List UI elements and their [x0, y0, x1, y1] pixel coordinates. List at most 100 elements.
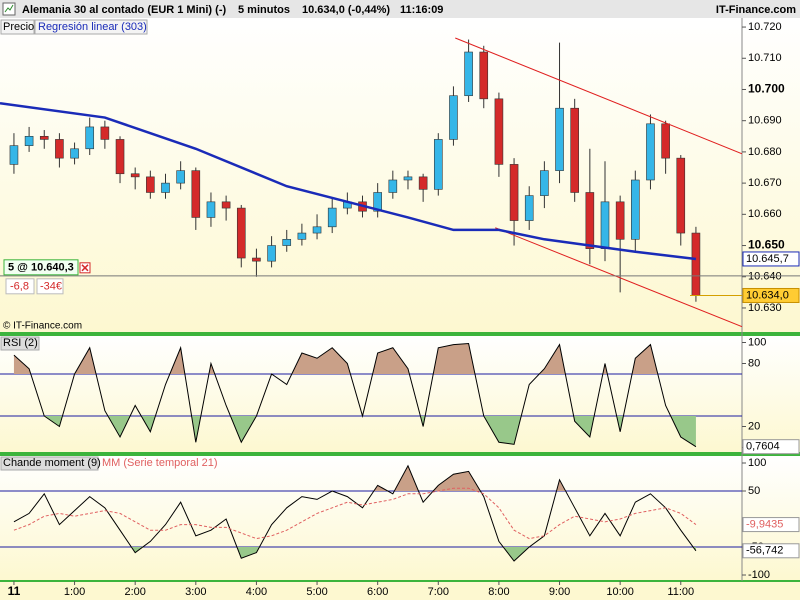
y-tick-label: 10.660 — [748, 208, 782, 220]
panel-separator — [0, 452, 800, 456]
panel-separator — [0, 332, 800, 336]
candle-body — [206, 201, 216, 218]
period: 5 minutos — [238, 4, 290, 16]
y-tick-label: 10.650 — [748, 238, 785, 252]
mm-label: MM (Serie temporal 21) — [102, 457, 218, 469]
candle-body — [540, 170, 549, 196]
pnl-money: -34€ — [40, 281, 62, 293]
x-tick-label: 11 — [8, 584, 21, 598]
candle-body — [282, 238, 292, 246]
x-tick-label: 3:00 — [185, 586, 206, 598]
candle-body — [191, 170, 201, 218]
x-tick-label: 10:00 — [606, 586, 634, 598]
candle-body — [297, 232, 307, 240]
x-tick-label: 2:00 — [124, 586, 145, 598]
candle-body — [403, 176, 413, 181]
candle-body — [100, 126, 110, 140]
candle-body — [661, 123, 670, 159]
axis-value-box — [742, 287, 800, 303]
candle-body — [85, 126, 95, 150]
quote: 10.634,0 (-0,44%) — [302, 4, 390, 16]
candle-body — [464, 51, 473, 97]
candle-body — [494, 98, 504, 165]
plot-layer: 10.720 10.710 10.700 10.690 10.680 10.670 10.6… — [0, 21, 800, 598]
y-tick-label: 10.680 — [748, 146, 782, 158]
y-tick-label: 100 — [748, 457, 766, 469]
axis-value-label: -9,9435 — [746, 518, 783, 530]
y-tick-label: 10.670 — [748, 177, 782, 189]
rsi-panel — [0, 336, 800, 453]
candle-body — [373, 192, 382, 212]
y-tick-label: 10.700 — [748, 82, 785, 96]
regression-line — [0, 101, 697, 261]
pnl-points: -6,8 — [10, 281, 29, 293]
x-tick-label: 8:00 — [488, 586, 509, 598]
header-bar — [0, 0, 800, 18]
indicator-line — [13, 487, 697, 540]
candle-body — [55, 139, 64, 159]
y-tick-label: 10.710 — [748, 52, 782, 64]
candle-body — [24, 135, 34, 146]
close-icon — [81, 264, 89, 272]
axis-value-label: 10.634,0 — [746, 289, 789, 301]
candle-body — [70, 148, 79, 159]
y-tick-label: 100 — [748, 336, 766, 348]
candle-body — [39, 135, 49, 140]
overbought-fill — [373, 465, 566, 492]
axis-value-label: 10.645,7 — [746, 253, 789, 265]
chande-panel — [0, 456, 800, 581]
candle-body — [176, 170, 185, 184]
axis-value-label: -56,742 — [746, 545, 783, 557]
pnl-box — [36, 278, 64, 295]
channel-line — [495, 227, 742, 328]
candle-body — [130, 173, 140, 178]
x-tick-label: 11:00 — [667, 586, 694, 598]
candle-body — [327, 207, 337, 228]
x-tick-label: 4:00 — [246, 586, 267, 598]
x-tick-label: 6:00 — [367, 586, 388, 598]
candle-body — [646, 123, 655, 181]
y-tick-label: 10.720 — [748, 21, 782, 33]
candle-body — [433, 139, 443, 190]
overbought-fill — [13, 343, 658, 375]
instrument-title: Alemania 30 al contado (EUR 1 Mini) (-) — [22, 4, 226, 16]
panel-plot — [0, 464, 742, 562]
legend-price: Precio — [3, 21, 34, 33]
axis-value-box — [742, 517, 800, 533]
y-tick-label: -100 — [748, 569, 770, 581]
axis-value-box — [742, 439, 800, 455]
candle-body — [631, 179, 640, 240]
time-axis — [0, 581, 800, 600]
candle-body — [161, 182, 170, 193]
y-tick-label: 80 — [748, 357, 760, 369]
candle-body — [236, 207, 246, 259]
y-tick-label: 50 — [748, 485, 760, 497]
x-tick-label: 9:00 — [549, 586, 570, 598]
candle-body — [479, 51, 489, 100]
site: IT-Finance.com — [716, 4, 796, 16]
candle-body — [418, 176, 428, 190]
rsi-label: RSI (2) — [3, 337, 38, 349]
y-tick-label: 20 — [748, 420, 760, 432]
x-tick-label: 5:00 — [306, 586, 327, 598]
app-icon-graph — [4, 4, 14, 13]
channel-line — [455, 37, 742, 155]
legend-box — [0, 336, 40, 351]
position-box — [3, 259, 79, 276]
candle-body — [267, 245, 276, 262]
candle-body — [388, 179, 398, 193]
candle-body — [509, 164, 519, 221]
y-tick-label: 10.640 — [748, 271, 782, 283]
legend-box — [0, 456, 99, 471]
candle-body — [676, 157, 686, 234]
candle-body — [615, 201, 625, 240]
x-tick-label: 7:00 — [428, 586, 449, 598]
candle-body — [600, 201, 610, 249]
axis-value-box — [742, 543, 800, 559]
pnl-box — [5, 278, 35, 295]
candle-body — [449, 95, 458, 140]
candle-body — [221, 201, 231, 209]
candle-body — [691, 232, 701, 296]
legend-box — [0, 19, 35, 35]
